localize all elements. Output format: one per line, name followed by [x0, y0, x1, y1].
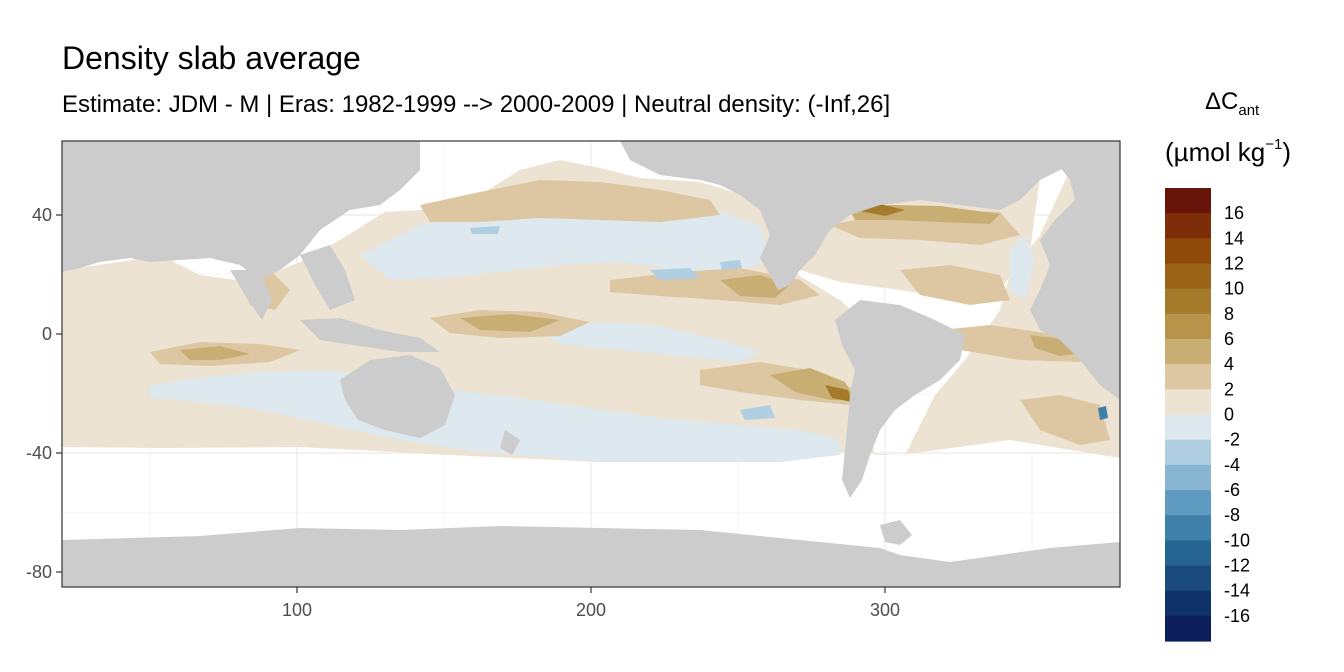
land-africa-europe: [1030, 141, 1120, 400]
field-patch-4to8: [720, 275, 790, 298]
field-patch-8to10: [825, 385, 852, 402]
field-patch-neg2: [150, 370, 840, 462]
legend-label: -16: [1224, 606, 1250, 626]
legend-title-main: ΔC: [1205, 88, 1239, 115]
y-tick-label: 40: [32, 205, 52, 225]
legend-swatch: [1165, 540, 1211, 567]
land-greenland: [1000, 141, 1040, 160]
legend-colorbar: 16 14 12 10 8 6 4 2 0 -2 -4 -6 -8 -10 -12 -14 -16: [1165, 188, 1250, 642]
field-patch-4to8: [180, 346, 250, 360]
legend-title-sub: ant: [1238, 102, 1260, 119]
land-eurasia-west: [62, 141, 420, 280]
legend-label: 16: [1224, 203, 1244, 223]
legend-swatch: [1165, 339, 1211, 365]
map-panel: [61, 140, 1121, 588]
x-tick-label: 300: [870, 600, 900, 620]
y-tick-label: -80: [26, 562, 52, 582]
legend-swatch: [1165, 389, 1211, 416]
field-patch-neg4: [650, 268, 700, 280]
legend-swatch: [1165, 565, 1211, 592]
chart-subtitle: Estimate: JDM - M | Eras: 1982-1999 --> …: [62, 91, 891, 118]
legend-swatch: [1165, 515, 1211, 541]
land-antarctica: [62, 526, 1120, 587]
field-patch-neg8: [1098, 406, 1108, 420]
legend-title: ΔCant: [1205, 88, 1259, 119]
legend-swatch: [1165, 364, 1211, 390]
legend-label: 6: [1224, 329, 1234, 349]
land-south-america: [835, 300, 965, 498]
x-axis: 100 200 300: [282, 587, 900, 620]
y-axis: 40 0 -40 -80: [26, 205, 62, 582]
legend-label: -12: [1224, 556, 1250, 576]
field-patch-2to4: [420, 180, 720, 222]
y-tick-label: -40: [26, 443, 52, 463]
legend-unit: (µmol kg−1): [1165, 136, 1291, 168]
field-patch-2to4: [1020, 395, 1110, 445]
field-patch-neg2: [1010, 235, 1035, 300]
field-patch-2to4: [900, 265, 1010, 305]
field-patch-neg4: [740, 405, 775, 420]
legend-swatch: [1165, 590, 1211, 617]
legend-swatch: [1165, 490, 1211, 516]
legend-label: 0: [1224, 405, 1234, 425]
land-indonesia: [300, 318, 440, 352]
legend-swatch: [1165, 464, 1211, 491]
legend-label: 8: [1224, 304, 1234, 324]
legend-swatch: [1165, 188, 1211, 214]
legend-swatch: [1165, 288, 1211, 315]
land-antarctic-peninsula: [880, 520, 912, 545]
field-patch-neg2: [540, 322, 760, 362]
legend-swatch: [1165, 238, 1211, 265]
legend-swatch: [1165, 213, 1211, 239]
land-north-america: [620, 141, 1120, 290]
land-australia: [340, 355, 455, 438]
legend-unit-exp: −1: [1265, 136, 1283, 153]
legend-unit-suffix: ): [1282, 137, 1291, 167]
field-patch-neg4: [720, 260, 742, 270]
x-tick-label: 200: [576, 600, 606, 620]
legend-label: -14: [1224, 581, 1250, 601]
legend-label: -6: [1224, 480, 1240, 500]
land-southeast-asia: [300, 245, 355, 310]
legend-label: 4: [1224, 354, 1234, 374]
land-new-zealand: [500, 430, 520, 455]
legend-label: 10: [1224, 279, 1244, 299]
legend-swatch: [1165, 414, 1211, 441]
x-tick-label: 100: [282, 600, 312, 620]
legend-swatch: [1165, 615, 1211, 642]
y-tick-label: 0: [42, 324, 52, 344]
land-india: [230, 270, 272, 320]
legend-label: 2: [1224, 379, 1234, 399]
legend-swatch: [1165, 439, 1211, 466]
field-patch-4to8: [460, 314, 560, 332]
legend-label: -4: [1224, 455, 1240, 475]
legend-label: -2: [1224, 430, 1240, 450]
legend-unit-prefix: (µmol kg: [1165, 137, 1266, 167]
legend-swatch: [1165, 313, 1211, 340]
legend-label: -8: [1224, 505, 1240, 525]
land: [62, 141, 1120, 587]
field-patch-neg4: [470, 226, 500, 234]
legend-swatch: [1165, 263, 1211, 290]
legend-label: -10: [1224, 530, 1250, 550]
chart-title: Density slab average: [62, 40, 361, 76]
legend-label: 14: [1224, 228, 1244, 248]
legend-label: 12: [1224, 254, 1244, 274]
